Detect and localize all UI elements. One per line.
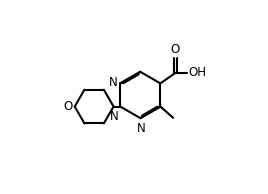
Text: N: N	[137, 122, 146, 135]
Text: O: O	[171, 43, 180, 56]
Text: O: O	[63, 100, 72, 113]
Text: OH: OH	[188, 67, 206, 80]
Text: N: N	[110, 110, 119, 123]
Text: N: N	[109, 76, 118, 89]
